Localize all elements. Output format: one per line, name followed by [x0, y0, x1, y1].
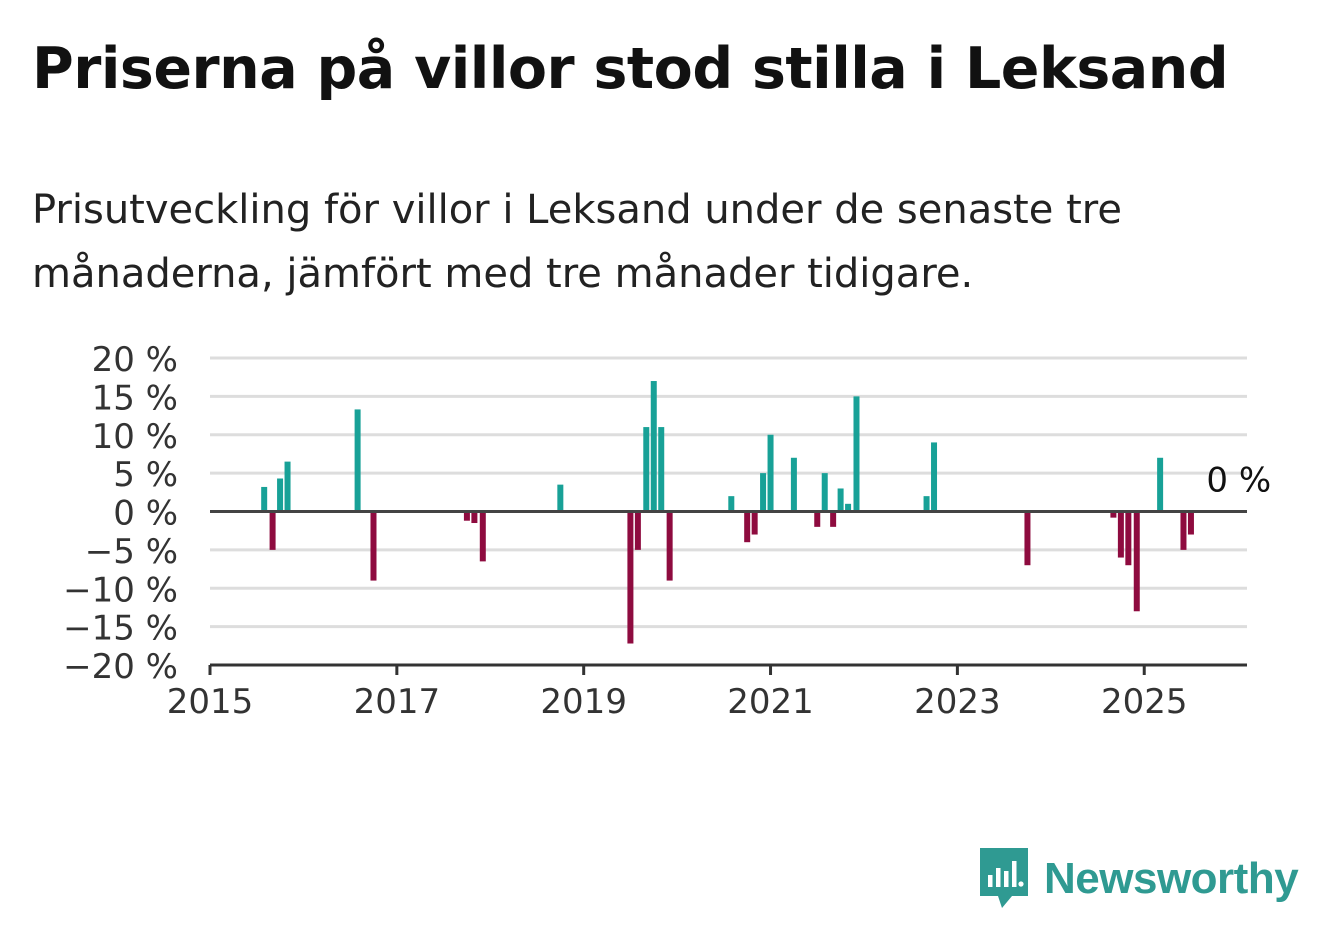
- bar: [666, 511, 673, 581]
- x-tick-label: 2023: [914, 682, 1001, 722]
- x-tick-label: 2025: [1101, 682, 1188, 722]
- y-tick-label: 20 %: [92, 340, 178, 380]
- x-tick-label: 2015: [167, 682, 254, 722]
- y-tick-label: 5 %: [113, 455, 178, 495]
- bar: [1157, 457, 1164, 512]
- bar: [634, 511, 641, 550]
- brand-name: Newsworthy: [1044, 854, 1299, 903]
- bar: [1125, 511, 1132, 566]
- bar: [923, 496, 930, 512]
- bar: [728, 496, 735, 512]
- bar: [479, 511, 486, 562]
- bar: [821, 473, 828, 512]
- bar: [1110, 511, 1117, 518]
- bar: [261, 486, 268, 512]
- bar: [471, 511, 478, 524]
- bar: [658, 427, 665, 512]
- chart-title: Priserna på villor stod stilla i Leksand: [32, 36, 1229, 102]
- bar: [370, 511, 377, 581]
- bar: [1117, 511, 1124, 558]
- y-tick-label: −20 %: [63, 647, 178, 687]
- bar: [643, 427, 650, 512]
- y-tick-label: −15 %: [63, 609, 178, 649]
- bar: [790, 457, 797, 512]
- bar: [744, 511, 751, 543]
- bar: [557, 484, 564, 512]
- x-tick-label: 2019: [540, 682, 627, 722]
- bar: [284, 461, 291, 512]
- bar: [845, 503, 852, 512]
- bar: [760, 473, 767, 512]
- bar-chart-speech-bubble-icon: [980, 848, 1028, 908]
- bar-chart: 20 %15 %10 %5 %0 %−5 %−10 %−15 %−20 %201…: [63, 340, 1271, 722]
- bar: [931, 442, 938, 512]
- bar: [463, 511, 470, 521]
- bar: [627, 511, 634, 644]
- bar: [853, 396, 860, 512]
- x-tick-label: 2021: [727, 682, 814, 722]
- bar: [354, 409, 361, 512]
- y-tick-label: 0 %: [113, 494, 178, 534]
- bar: [1187, 511, 1194, 535]
- bar: [1133, 511, 1140, 612]
- bar: [751, 511, 758, 535]
- y-tick-label: −5 %: [85, 532, 178, 572]
- bar: [1024, 511, 1031, 566]
- y-tick-label: 10 %: [92, 417, 178, 457]
- bar: [269, 511, 276, 550]
- bar: [767, 434, 774, 512]
- chart-subtitle: Prisutveckling för villor i Leksand unde…: [32, 187, 1122, 297]
- bar: [830, 511, 837, 527]
- last-value-label: 0 %: [1206, 461, 1271, 501]
- bar: [814, 511, 821, 527]
- bar: [1180, 511, 1187, 550]
- bar: [650, 381, 657, 512]
- bar: [837, 488, 844, 512]
- bar: [277, 478, 284, 512]
- y-tick-label: −10 %: [63, 570, 178, 610]
- x-tick-label: 2017: [354, 682, 441, 722]
- newsworthy-logo: Newsworthy: [980, 848, 1299, 910]
- y-tick-label: 15 %: [92, 378, 178, 418]
